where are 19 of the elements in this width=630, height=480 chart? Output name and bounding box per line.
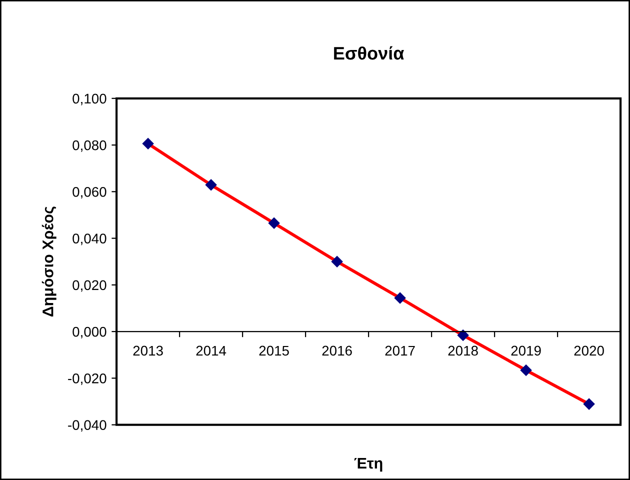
x-tick-label: 2017: [385, 346, 415, 356]
x-axis-title: Έτη: [354, 458, 382, 472]
y-tick-label: 0,100: [72, 94, 106, 106]
x-tick-label: 2018: [448, 346, 478, 356]
x-tick-label: 2015: [259, 346, 289, 356]
y-tick-label: 0,000: [72, 326, 106, 338]
x-tick-label: 2019: [511, 346, 541, 356]
chart-title: Εσθονία: [334, 46, 404, 60]
x-tick-label: 2016: [322, 346, 352, 356]
x-tick-label: 2013: [133, 346, 163, 356]
y-tick-label: 0,080: [72, 140, 106, 152]
y-axis-title: Δημόσιο Χρέος: [42, 206, 56, 317]
y-tick-label: -0,020: [68, 374, 106, 385]
x-tick-label: 2020: [574, 346, 604, 356]
x-tick-label: 2014: [196, 346, 226, 356]
y-tick-label: 0,040: [72, 234, 106, 246]
y-tick-label: 0,060: [72, 186, 106, 198]
y-tick-label: -0,040: [68, 420, 106, 432]
y-tick-label: 0,020: [72, 280, 106, 292]
